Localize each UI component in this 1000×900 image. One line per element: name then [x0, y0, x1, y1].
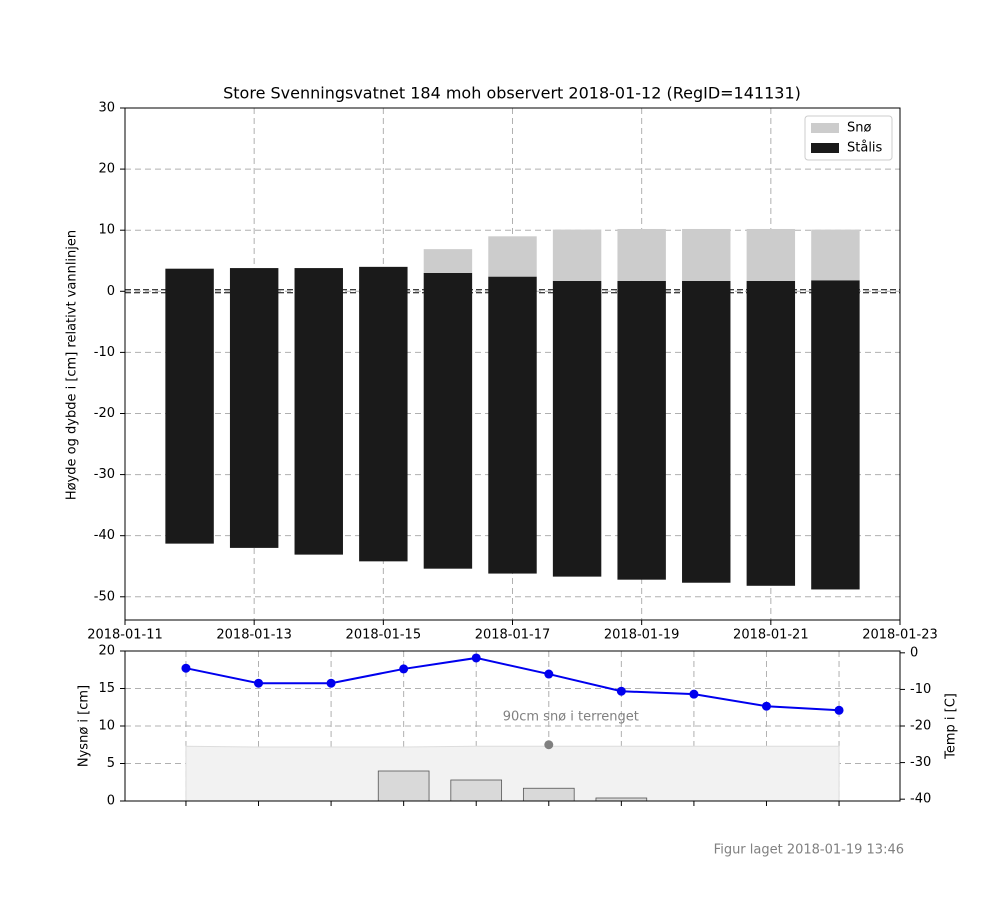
- snow-bar: [552, 229, 602, 281]
- ice-bar: [294, 268, 343, 555]
- y-tick-label: 30: [98, 101, 115, 116]
- y-tick-label: 5: [107, 756, 115, 771]
- legend-swatch: [811, 123, 839, 133]
- x-tick-label: 2018-01-21: [733, 628, 809, 643]
- temp-point: [181, 663, 191, 673]
- snow-bar: [423, 249, 473, 273]
- plot-frame: [124, 650, 901, 802]
- x-tick-label: 2018-01-15: [346, 628, 422, 643]
- ice-bar: [229, 268, 279, 548]
- temp-line: [185, 656, 840, 712]
- snow-bar: [617, 228, 666, 281]
- snow-bar: [682, 228, 731, 281]
- annotation-text: 90cm snø i terrenget: [503, 709, 639, 724]
- new-snow-bar: [377, 770, 430, 802]
- new-snow-bar: [522, 787, 575, 802]
- annotation-point: [544, 740, 554, 750]
- legend-label: Stålis: [847, 141, 883, 156]
- temp-point: [616, 686, 626, 696]
- x-tick-label: 2018-01-23: [862, 628, 938, 643]
- x-tick-label: 2018-01-17: [475, 628, 551, 643]
- ice-bar: [359, 266, 408, 562]
- chart-title: Store Svenningsvatnet 184 moh observert …: [223, 84, 801, 103]
- temp-point: [471, 653, 481, 663]
- y-tick-label: -20: [94, 406, 115, 421]
- new-snow-bar: [450, 779, 503, 802]
- y2-tick-label: 0: [910, 645, 918, 660]
- y-tick-label: -40: [94, 528, 115, 543]
- x-tick-label: 2018-01-11: [87, 628, 163, 643]
- ice-bar: [682, 280, 731, 583]
- ice-bar: [488, 276, 537, 574]
- y-tick-label: 20: [98, 162, 115, 177]
- legend-swatch: [811, 143, 839, 153]
- ice-bar: [423, 272, 473, 569]
- ice-bar: [617, 280, 666, 580]
- plot-frame: [124, 107, 901, 621]
- y-tick-label: -50: [94, 589, 115, 604]
- y-tick-label: 0: [107, 284, 115, 299]
- y-axis-label: Nysnø i [cm]: [77, 685, 92, 767]
- x-tick-label: 2018-01-19: [604, 628, 680, 643]
- snow-depth-area: [185, 745, 840, 802]
- temp-point: [689, 689, 699, 699]
- y-tick-label: 10: [98, 719, 115, 734]
- temp-point: [326, 678, 336, 688]
- temp-point: [544, 669, 554, 679]
- y-tick-label: -10: [94, 345, 115, 360]
- temp-point: [834, 705, 844, 715]
- y-tick-label: 15: [98, 681, 115, 696]
- temp-point: [761, 701, 771, 711]
- ice-bar: [165, 268, 214, 544]
- y-axis-label: Høyde og dybde i [cm] relativt vannlinje…: [65, 230, 80, 500]
- y2-tick-label: -30: [910, 755, 931, 770]
- temp-point: [254, 678, 264, 688]
- ice-bar: [552, 280, 602, 577]
- snow-bar: [811, 229, 860, 281]
- snow-bar: [746, 228, 796, 281]
- snow-bar: [488, 236, 537, 277]
- y-tick-label: 10: [98, 223, 115, 238]
- x-tick-label: 2018-01-13: [216, 628, 292, 643]
- ice-bar: [746, 280, 796, 586]
- y2-tick-label: -40: [910, 792, 931, 807]
- temp-point: [399, 664, 409, 674]
- legend-label: Snø: [847, 121, 871, 136]
- y-tick-label: 20: [98, 644, 115, 659]
- ice-bar: [811, 280, 860, 590]
- y-tick-label: 0: [107, 794, 115, 809]
- y2-tick-label: -10: [910, 682, 931, 697]
- y2-tick-label: -20: [910, 719, 931, 734]
- footer: Figur laget 2018-01-19 13:46: [714, 843, 904, 858]
- y2-axis-label: Temp i [C]: [944, 693, 959, 760]
- y-tick-label: -30: [94, 467, 115, 482]
